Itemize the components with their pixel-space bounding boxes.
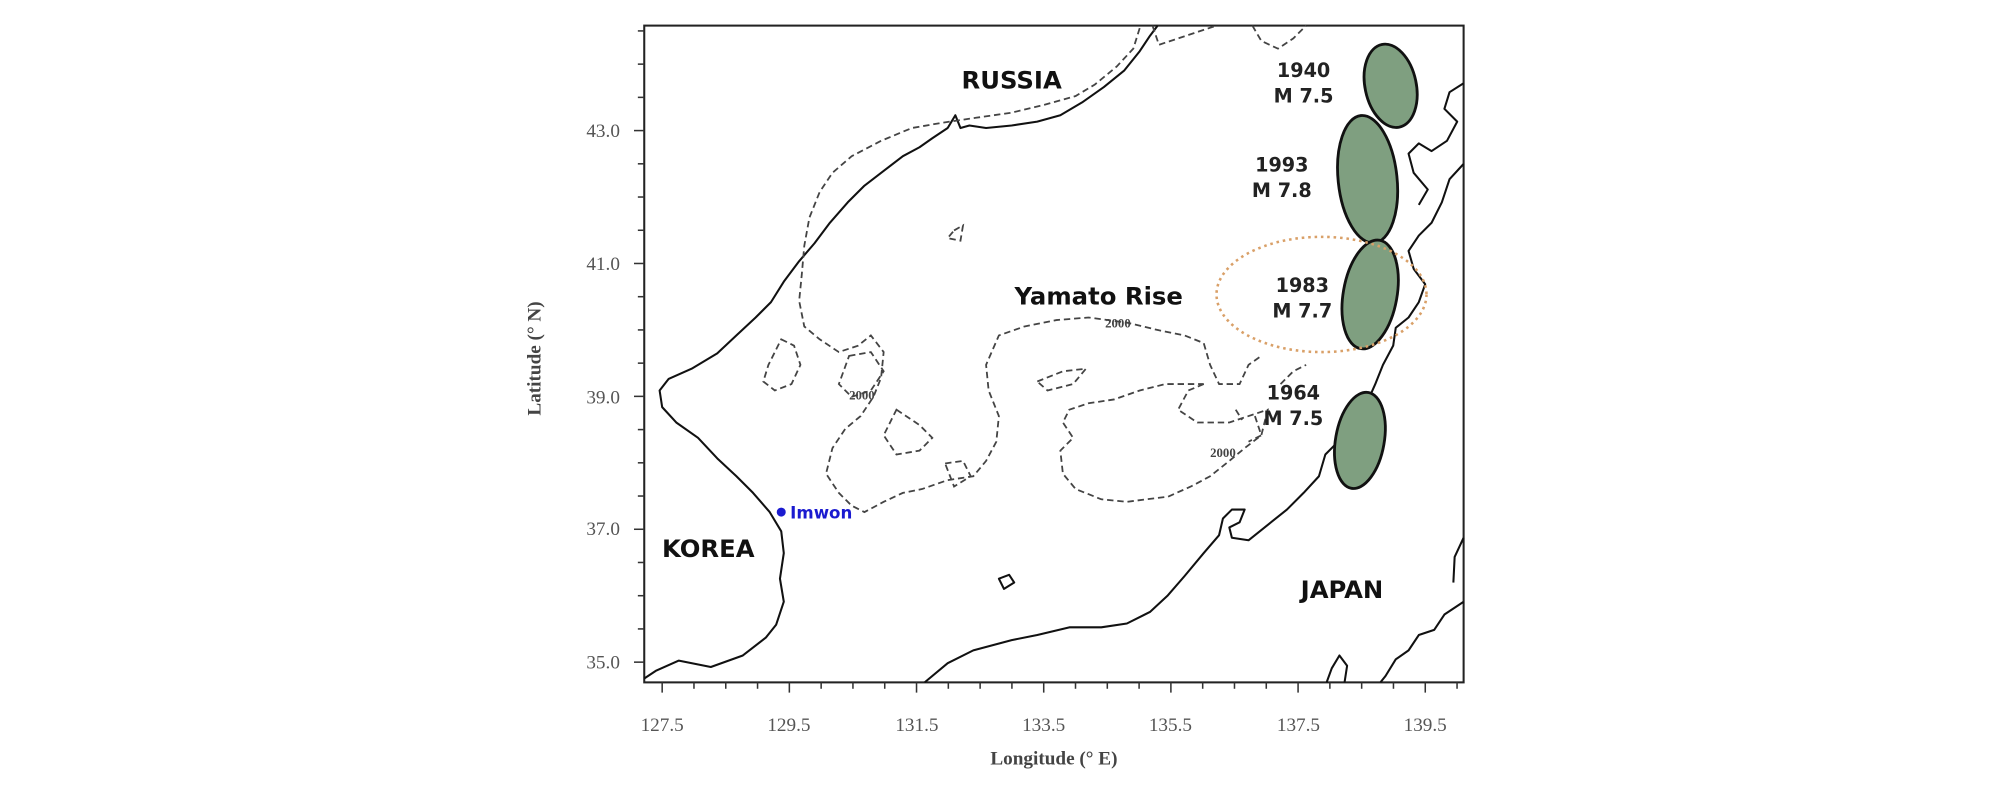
y-tick-label: 43.0 bbox=[586, 121, 620, 142]
axis-ticks bbox=[634, 30, 1458, 693]
x-tick-label: 137.5 bbox=[1277, 715, 1320, 736]
x-tick-label: 135.5 bbox=[1149, 715, 1192, 736]
eq-year: 1940 bbox=[1277, 59, 1330, 82]
label-yamato-rise: Yamato Rise bbox=[1014, 282, 1183, 311]
eq-magnitude: M 7.7 bbox=[1272, 300, 1332, 323]
eq-year: 1993 bbox=[1255, 154, 1308, 177]
isobath-2000-north bbox=[946, 24, 1307, 443]
hokkaido-coastline bbox=[1407, 82, 1465, 206]
isobath-2000-inner bbox=[762, 338, 1269, 503]
x-tick-label: 139.5 bbox=[1404, 715, 1447, 736]
label-japan: JAPAN bbox=[1299, 575, 1384, 604]
rupture-zone-1993 bbox=[1336, 114, 1400, 245]
korea-russia-coastline bbox=[643, 24, 1159, 680]
eq-magnitude: M 7.8 bbox=[1252, 179, 1312, 202]
y-tick-label: 35.0 bbox=[586, 652, 620, 673]
y-tick-label: 41.0 bbox=[586, 254, 620, 275]
imwon-marker bbox=[776, 507, 786, 517]
island bbox=[997, 573, 1016, 590]
x-tick-label: 131.5 bbox=[895, 715, 938, 736]
label-imwon: Imwon bbox=[790, 504, 852, 523]
contour-label: 2000 bbox=[1210, 446, 1236, 460]
x-axis-title: Longitude (° E) bbox=[990, 748, 1117, 769]
y-axis-title: Latitude (° N) bbox=[525, 301, 546, 415]
isobath-2000-outer bbox=[798, 27, 1262, 514]
eq-year: 1983 bbox=[1276, 274, 1329, 297]
y-tick-label: 37.0 bbox=[586, 519, 620, 540]
contour-label: 2000 bbox=[849, 388, 875, 402]
rupture-zone-1940 bbox=[1362, 42, 1419, 129]
map-frame bbox=[643, 24, 1465, 684]
y-tick-label: 39.0 bbox=[586, 387, 620, 408]
contour-label: 2000 bbox=[1105, 317, 1131, 331]
x-tick-label: 127.5 bbox=[641, 715, 684, 736]
x-tick-label: 129.5 bbox=[767, 715, 810, 736]
eq-magnitude: M 7.5 bbox=[1274, 84, 1334, 107]
eq-magnitude: M 7.5 bbox=[1263, 407, 1323, 430]
label-russia: RUSSIA bbox=[962, 65, 1062, 94]
x-tick-label: 133.5 bbox=[1022, 715, 1065, 736]
label-korea: KOREA bbox=[662, 534, 755, 563]
rupture-zone-1964 bbox=[1333, 390, 1387, 490]
eq-year: 1964 bbox=[1267, 381, 1320, 404]
kyushu-coastline bbox=[1325, 537, 1465, 684]
